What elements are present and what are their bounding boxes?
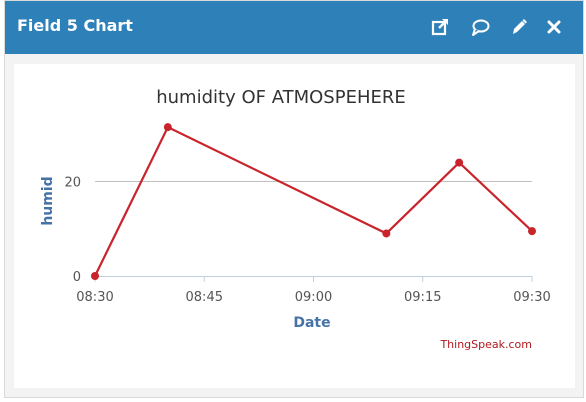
x-axis-label: Date [293,315,330,331]
data-point [91,272,99,280]
data-point [382,229,391,238]
chart-panel: humidity OF ATMOSPEHERE humid Date 0 20 0… [14,64,575,388]
y-axis-label: humid [40,176,56,225]
y-tick-label: 20 [64,176,81,191]
data-point [528,227,536,236]
data-point [163,123,172,132]
chart-widget: Field 5 Chart [4,0,584,398]
y-tick-label: 0 [73,270,81,285]
series-line [94,126,533,277]
data-point [455,158,464,167]
comment-icon[interactable] [467,14,493,40]
chart-title: humidity OF ATMOSPEHERE [156,87,406,108]
widget-title: Field 5 Chart [17,16,133,35]
x-tick-label: 09:30 [513,290,550,305]
line-chart: humidity OF ATMOSPEHERE humid Date 0 20 0… [40,87,551,351]
widget-header: Field 5 Chart [5,1,583,54]
x-tick-label: 08:30 [76,290,113,305]
credit-link[interactable]: ThingSpeak.com [439,338,532,351]
close-icon[interactable] [541,14,567,40]
open-external-icon[interactable] [427,14,453,40]
x-tick-label: 08:45 [186,290,223,305]
x-tick-label: 09:15 [404,290,441,305]
edit-icon[interactable] [505,14,531,40]
x-tick-label: 09:00 [295,290,332,305]
